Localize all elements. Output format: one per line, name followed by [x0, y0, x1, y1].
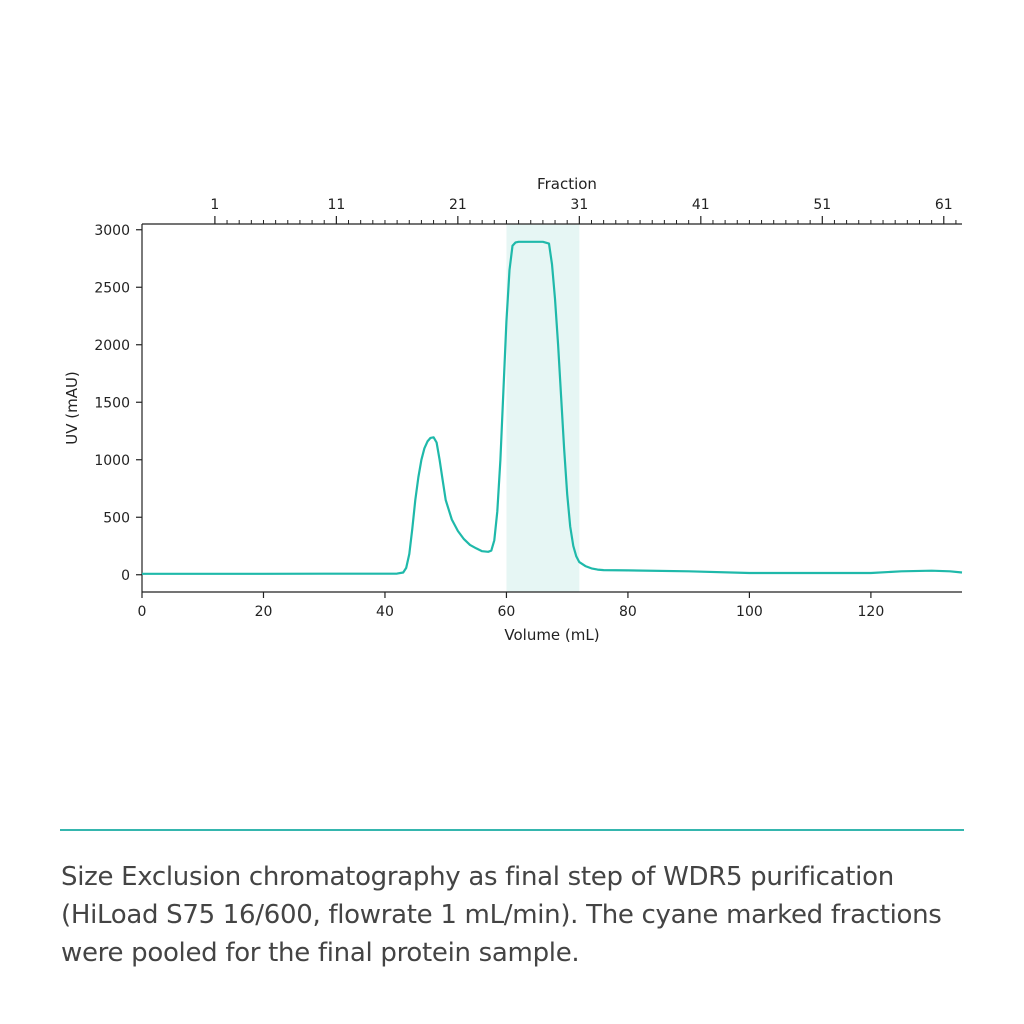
fraction-tick-label: 61 — [935, 197, 953, 213]
fraction-tick-label: 31 — [570, 197, 588, 213]
x-tick-label: 100 — [736, 604, 763, 620]
x-tick-label: 120 — [858, 604, 885, 620]
x-axis-title: Volume (mL) — [504, 626, 599, 644]
fraction-tick-label: 1 — [210, 197, 219, 213]
y-tick-label: 1500 — [94, 395, 130, 411]
axes: 0 20 40 60 80 100 120 0 500 1000 1500 2000 2500 3000 1… — [94, 197, 962, 620]
chromatogram-chart: 0 20 40 60 80 100 120 0 500 1000 1500 2000 2500 3000 1… — [63, 175, 963, 644]
top-axis-title: Fraction — [537, 175, 597, 193]
x-tick-label: 20 — [255, 604, 273, 620]
x-tick-label: 40 — [376, 604, 394, 620]
fraction-tick-label: 51 — [813, 197, 831, 213]
y-tick-label: 500 — [103, 510, 130, 526]
x-tick-label: 80 — [619, 604, 637, 620]
y-tick-label: 3000 — [94, 223, 130, 239]
fraction-tick-label: 41 — [692, 197, 710, 213]
uv-trace-line — [142, 240, 963, 575]
y-tick-label: 0 — [121, 568, 130, 584]
x-tick-label: 60 — [498, 604, 516, 620]
figure-caption: Size Exclusion chromatography as final s… — [61, 862, 942, 968]
x-tick-label: 0 — [138, 604, 147, 620]
pooled-fractions-band — [506, 224, 580, 592]
y-tick-label: 2000 — [94, 338, 130, 354]
y-tick-label: 1000 — [94, 453, 130, 469]
y-tick-label: 2500 — [94, 280, 130, 296]
y-axis-title: UV (mAU) — [63, 371, 81, 445]
fraction-tick-label: 21 — [449, 197, 467, 213]
caption-divider — [60, 829, 964, 831]
fraction-tick-label: 11 — [327, 197, 345, 213]
